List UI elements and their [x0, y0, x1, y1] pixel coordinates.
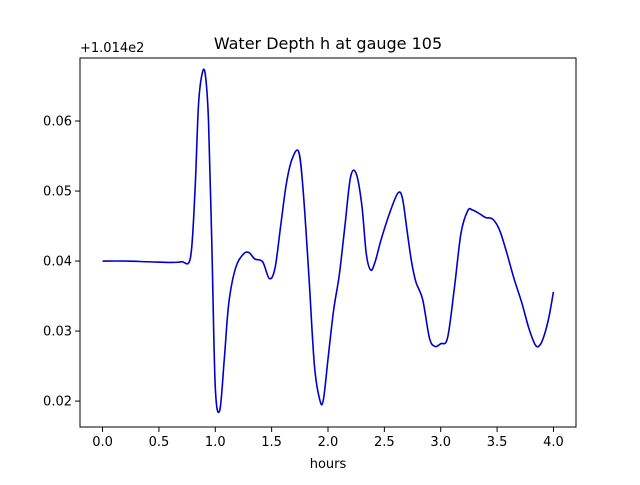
y-tick-label: 0.05 [43, 185, 72, 200]
x-tick-label: 1.0 [205, 435, 226, 450]
axis-ticks: 0.0 0.5 1.0 1.5 2.0 2.5 3.0 3.5 4.0 0.02 0.03 0.04 0… [43, 115, 564, 450]
x-tick-label: 2.5 [374, 435, 395, 450]
y-tick-label: 0.06 [43, 115, 72, 130]
plot-area-frame [79, 57, 577, 428]
x-tick-label: 2.0 [318, 435, 339, 450]
chart-title: Water Depth h at gauge 105 [214, 34, 442, 53]
x-tick-label: 4.0 [543, 435, 564, 450]
x-tick-label: 0.5 [149, 435, 170, 450]
x-tick-label: 0.0 [92, 435, 113, 450]
x-tick-label: 1.5 [261, 435, 282, 450]
y-tick-label: 0.04 [43, 255, 72, 270]
x-tick-label: 3.0 [430, 435, 451, 450]
series-layer [102, 68, 555, 414]
series-line [102, 68, 555, 414]
y-tick-label: 0.02 [43, 395, 72, 410]
y-tick-label: 0.03 [43, 325, 72, 340]
y-axis-offset-label: +1.014e2 [80, 41, 144, 56]
x-axis-label: hours [310, 457, 347, 472]
x-tick-label: 3.5 [487, 435, 508, 450]
